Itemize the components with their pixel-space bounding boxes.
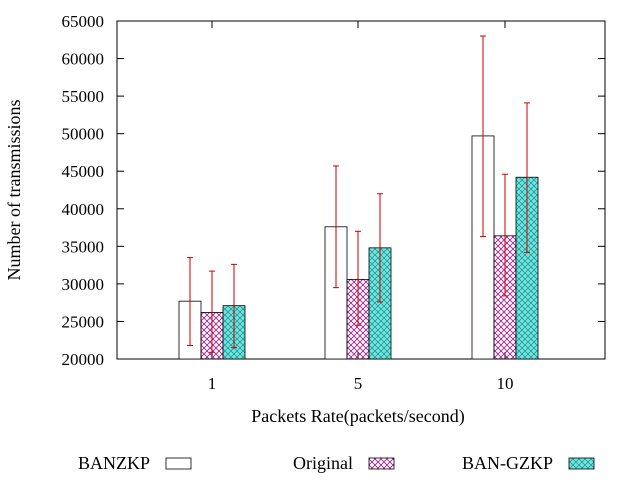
error-bars bbox=[187, 35, 530, 353]
y-tick-label: 40000 bbox=[62, 200, 105, 219]
y-tick-label: 60000 bbox=[62, 50, 105, 69]
y-tick-label: 45000 bbox=[62, 162, 105, 181]
x-tick-label: 1 bbox=[208, 374, 217, 393]
y-axis: 20000 25000 30000 35000 40000 45000 50000 55000… bbox=[62, 12, 605, 369]
y-axis-title: Number of transmissions bbox=[4, 100, 24, 281]
legend-swatch bbox=[368, 457, 395, 470]
legend-label: BANZKP bbox=[78, 453, 150, 473]
y-tick-label: 55000 bbox=[62, 87, 105, 106]
y-tick-label: 50000 bbox=[62, 125, 105, 144]
y-tick-label: 35000 bbox=[62, 237, 105, 256]
legend: BANZKP Original BAN-GZKP bbox=[78, 453, 595, 473]
legend-swatch bbox=[165, 457, 192, 470]
y-tick-label: 65000 bbox=[62, 12, 105, 31]
x-axis-title: Packets Rate(packets/second) bbox=[251, 406, 464, 427]
y-tick-label: 30000 bbox=[62, 275, 105, 294]
x-tick-label: 10 bbox=[497, 374, 514, 393]
y-tick-label: 20000 bbox=[62, 350, 105, 369]
bars bbox=[178, 135, 539, 360]
legend-swatch bbox=[568, 457, 595, 470]
legend-label: Original bbox=[293, 453, 353, 473]
legend-label: BAN-GZKP bbox=[462, 453, 553, 473]
y-tick-label: 25000 bbox=[62, 312, 105, 331]
x-tick-label: 5 bbox=[354, 374, 363, 393]
